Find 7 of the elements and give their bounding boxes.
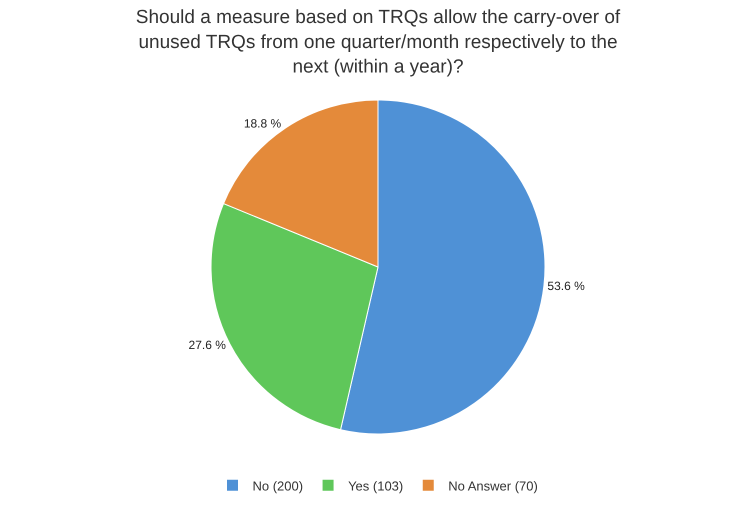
data-label: 27.6 %: [188, 338, 226, 352]
legend-label: Yes (103): [348, 478, 404, 494]
data-label: 18.8 %: [244, 116, 282, 130]
chart-title: Should a measure based on TRQs allow the carry-over of unused TRQs from one quarter/month respectively to the next (within a year)?: [136, 7, 621, 78]
data-label: 53.6 %: [547, 278, 586, 293]
legend-label: No (200): [252, 478, 304, 494]
legend-label: No Answer (70): [448, 478, 538, 494]
